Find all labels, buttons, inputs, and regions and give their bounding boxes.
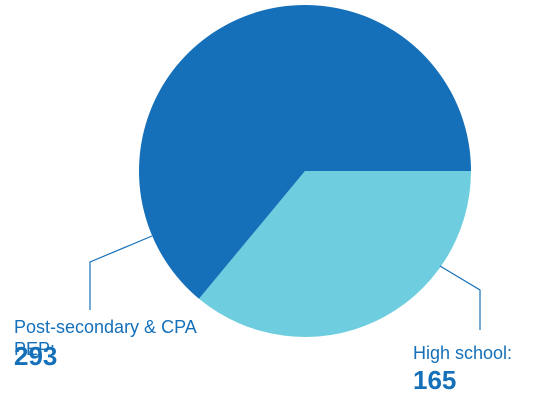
slice-label-high-school: High school: [413, 343, 513, 363]
leader-line-high-school [439, 265, 481, 330]
slice-label-post-secondary: Post-secondary & CPA PEP: [14, 317, 196, 359]
slice-value-high-school: 165 [413, 365, 457, 395]
pie-slices [138, 4, 472, 337]
leader-line-post-secondary [89, 235, 153, 310]
pie-slice-post-secondary [138, 4, 472, 299]
pie-slice-high-school [198, 171, 471, 337]
slice-value-post-secondary: 293 [14, 341, 58, 371]
